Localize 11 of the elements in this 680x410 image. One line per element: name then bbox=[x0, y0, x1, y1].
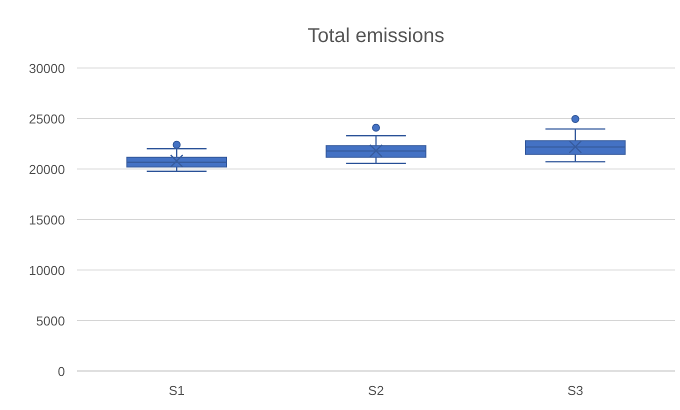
y-tick-label: 5000 bbox=[36, 314, 65, 328]
chart-title: Total emissions bbox=[308, 25, 444, 47]
y-tick-label: 15000 bbox=[28, 212, 65, 228]
x-tick-label: S2 bbox=[368, 383, 384, 398]
y-tick-label: 0 bbox=[58, 364, 65, 379]
y-tick-label: 25000 bbox=[28, 112, 65, 126]
y-tick-label: 20000 bbox=[28, 162, 65, 177]
x-tick-label: S1 bbox=[168, 383, 185, 398]
x-tick-label: S3 bbox=[567, 383, 584, 398]
y-tick-label: 30000 bbox=[28, 61, 65, 76]
y-tick-label: 10000 bbox=[28, 263, 65, 278]
